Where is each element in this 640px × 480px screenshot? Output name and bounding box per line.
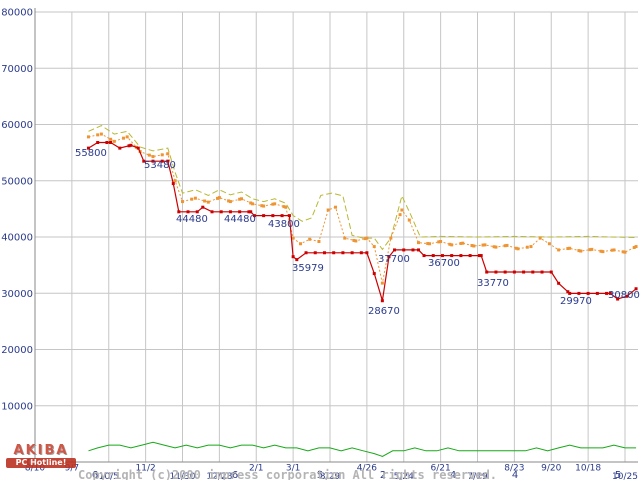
x-tick-label: 10/25 bbox=[612, 472, 638, 480]
akiba-logo-subtitle: PC Hotline! bbox=[6, 458, 76, 468]
x-tick-label: 3/1 bbox=[286, 464, 300, 474]
y-tick-label: 50000 bbox=[1, 176, 33, 187]
shop-count-annotation: 5 bbox=[317, 470, 323, 480]
x-tick-label: 8/10 bbox=[25, 464, 45, 474]
series-lowest_price bbox=[86, 141, 638, 303]
price-annotation: 44480 bbox=[176, 214, 208, 225]
shop-count-annotation: 6 bbox=[92, 470, 98, 480]
x-tick-label: 5/24 bbox=[394, 472, 414, 480]
x-tick-label: 4/26 bbox=[357, 464, 377, 474]
y-tick-label: 10000 bbox=[1, 401, 33, 412]
x-tick-label: 11/2 bbox=[136, 464, 156, 474]
price-annotation: 29970 bbox=[560, 296, 592, 307]
shop-count-annotation: 6 bbox=[232, 470, 238, 480]
x-tick-label: 12/28 bbox=[206, 472, 232, 480]
x-tick-label: 2/1 bbox=[249, 464, 263, 474]
x-tick-label: 9/7 bbox=[65, 464, 79, 474]
akiba-logo: AKIBA PC Hotline! bbox=[6, 444, 76, 468]
price-annotation: 36700 bbox=[428, 258, 460, 269]
shop-count-annotation: 2 bbox=[380, 470, 386, 480]
price-annotation: 28670 bbox=[368, 306, 400, 317]
price-annotation: 53480 bbox=[144, 160, 176, 171]
price-annotations: 55800 53480 44480 44480 43800 35979 28670 37700… bbox=[75, 148, 640, 317]
x-tick-label: 8/23 bbox=[504, 464, 524, 474]
axes bbox=[34, 8, 638, 463]
price-annotation: 33770 bbox=[477, 278, 509, 289]
shop-count-annotations: 6 6 5 2 4 4 5 bbox=[92, 470, 621, 480]
shop-count-annotation: 4 bbox=[450, 470, 456, 480]
x-tick-label: 9/20 bbox=[541, 464, 561, 474]
x-tick-label: 10/18 bbox=[575, 464, 601, 474]
copyright-line1: Copyright (c)2000 impress corporation Al… bbox=[78, 468, 498, 480]
price-annotation: 30800 bbox=[608, 290, 640, 301]
y-tick-label: 40000 bbox=[1, 233, 33, 244]
price-annotation: 55800 bbox=[75, 148, 107, 159]
x-tick-label: 7/19 bbox=[467, 472, 487, 480]
y-tick-label: 80000 bbox=[1, 8, 33, 19]
shop-count-annotation: 4 bbox=[512, 470, 518, 480]
price-annotation: 35979 bbox=[292, 263, 324, 274]
price-annotation: 43800 bbox=[268, 219, 300, 230]
copyright-watermark: Copyright (c)2000 impress corporation Al… bbox=[78, 445, 497, 480]
y-axis-labels: 0100002000030000400005000060000700008000… bbox=[1, 8, 33, 469]
y-tick-label: 20000 bbox=[1, 345, 33, 356]
x-axis-labels: 8/10 9/7 10/5 11/2 11/30 12/28 2/1 3/1 3/29 4/26 5… bbox=[25, 464, 638, 480]
series-shop_count bbox=[88, 441, 637, 457]
y-tick-label: 60000 bbox=[1, 120, 33, 131]
series-average_price bbox=[86, 132, 638, 285]
akiba-logo-title: AKIBA bbox=[13, 443, 69, 458]
y-tick-label: 30000 bbox=[1, 289, 33, 300]
shop-count-annotation: 5 bbox=[615, 470, 621, 480]
x-tick-label: 3/29 bbox=[320, 472, 340, 480]
x-tick-label: 10/5 bbox=[99, 472, 119, 480]
x-tick-label: 11/30 bbox=[170, 472, 196, 480]
price-annotation: 37700 bbox=[378, 254, 410, 265]
y-tick-label: 70000 bbox=[1, 64, 33, 75]
price-annotation: 44480 bbox=[224, 214, 256, 225]
series-highest_price bbox=[88, 125, 637, 251]
x-tick-label: 6/21 bbox=[431, 464, 451, 474]
